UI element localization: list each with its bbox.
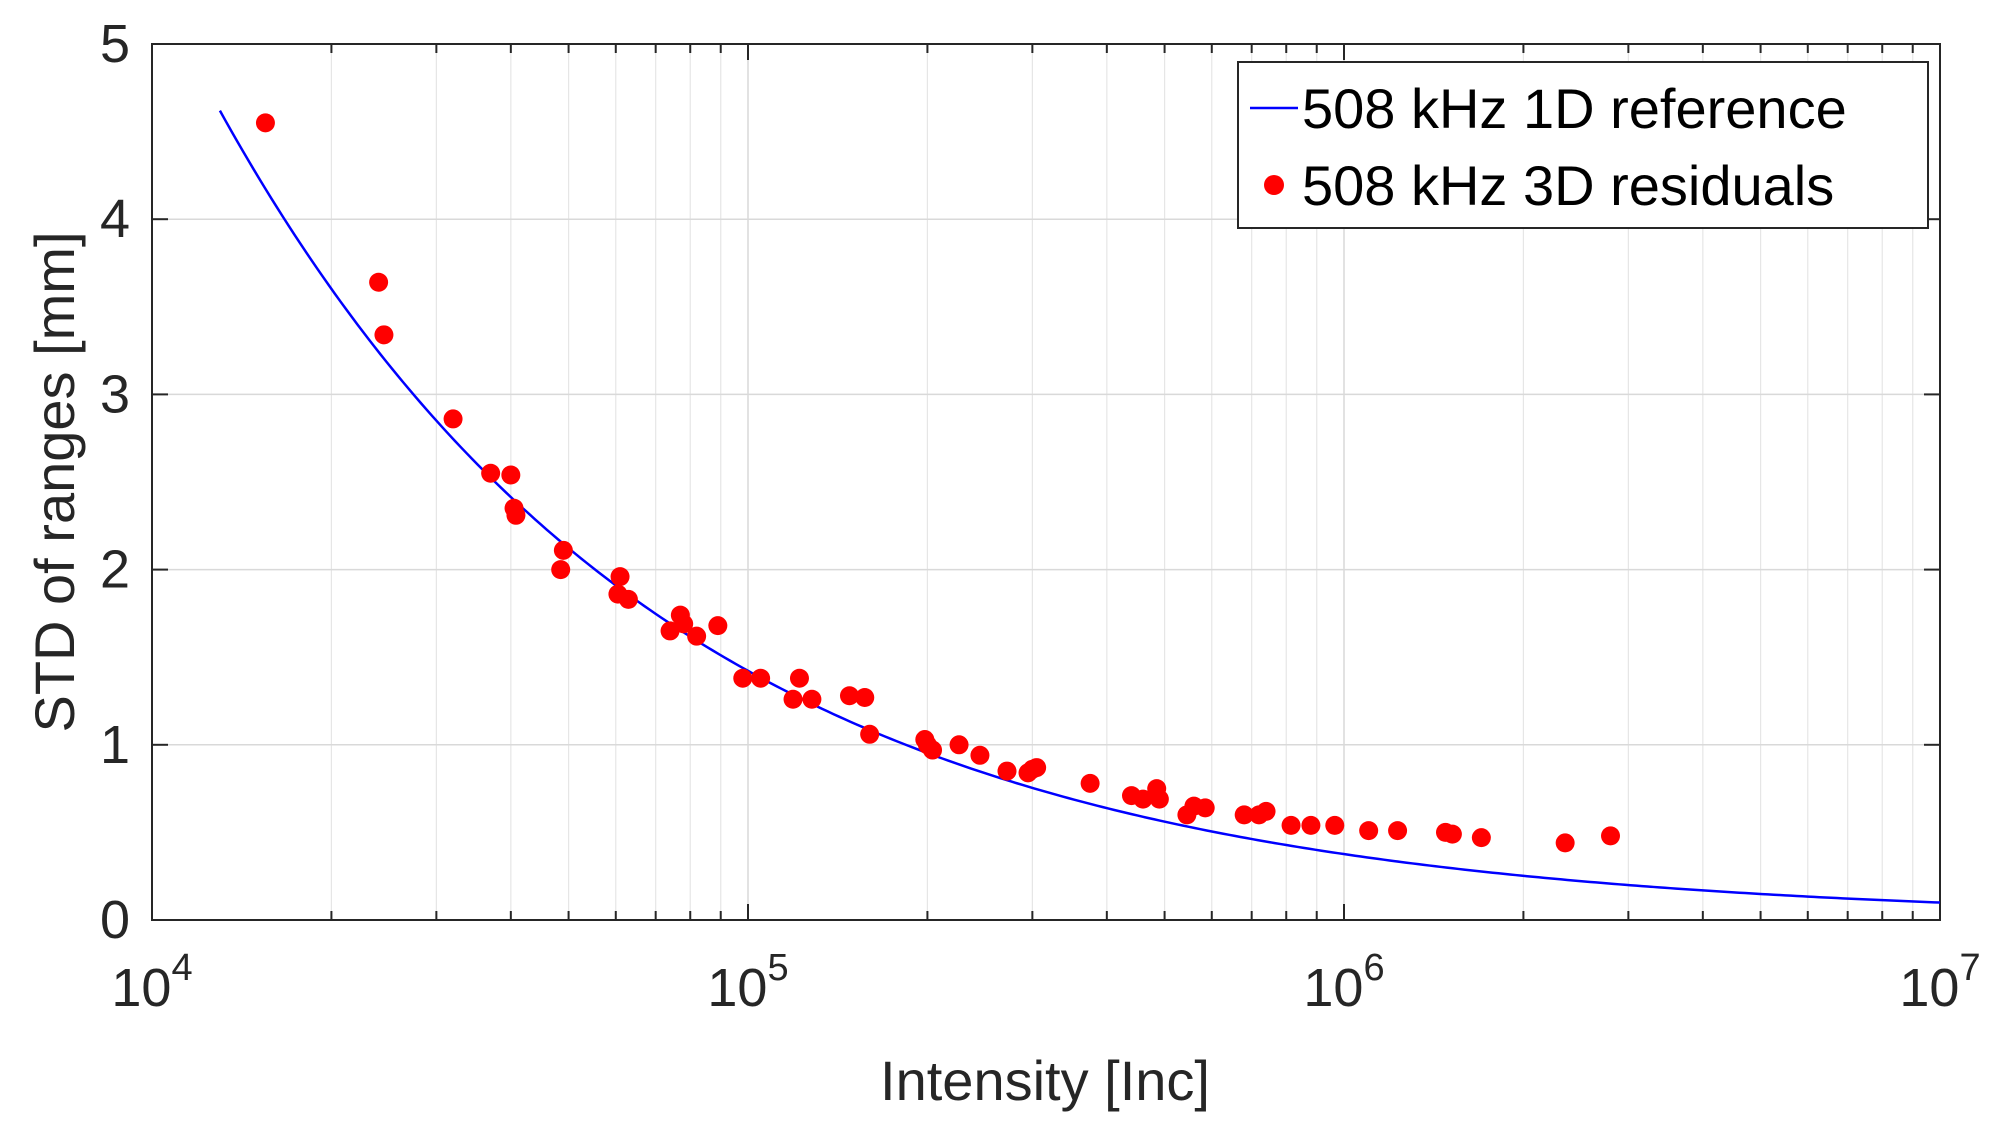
residual-point (949, 735, 969, 755)
residual-point (733, 668, 753, 688)
residual-point (1195, 798, 1215, 818)
reference-series (218, 110, 1941, 904)
x-tick-label: 104 (111, 947, 192, 1018)
residual-point (1301, 815, 1321, 835)
residual-point (1601, 826, 1621, 846)
y-tick-label: 4 (100, 189, 130, 249)
residual-point (855, 688, 875, 707)
residual-point (1555, 833, 1575, 853)
y-tick-label: 1 (100, 715, 130, 775)
residual-point (1325, 815, 1345, 835)
residual-point (1080, 773, 1100, 793)
residual-point (443, 409, 463, 429)
axis-ticks (151, 43, 1940, 921)
residual-point (1149, 789, 1169, 809)
x-axis-title: Intensity [Inc] (880, 1049, 1210, 1112)
residual-point (751, 668, 771, 688)
residual-point (1442, 824, 1462, 844)
x-tick-label: 105 (707, 947, 788, 1018)
x-tick-label: 106 (1303, 947, 1384, 1018)
legend: 508 kHz 1D reference 508 kHz 3D residual… (1237, 61, 1929, 229)
y-tick-label: 5 (100, 14, 130, 74)
residual-point (708, 616, 728, 636)
residual-point (501, 465, 521, 485)
residual-point (1234, 805, 1254, 825)
residual-point (1133, 789, 1153, 809)
plot-frame (151, 43, 1941, 921)
residual-point (1281, 815, 1301, 835)
residual-point (687, 626, 707, 646)
residual-point (553, 540, 573, 560)
y-tick-label: 2 (100, 540, 130, 600)
residual-point (789, 668, 809, 688)
residual-point (1256, 801, 1276, 821)
residual-point (481, 463, 501, 483)
residual-point (923, 740, 943, 760)
tick-labels: 0 1 2 3 4 5 104 105 106 107 (100, 14, 1981, 1018)
residuals-series (255, 113, 1621, 853)
residual-point (610, 567, 630, 587)
legend-box (1237, 61, 1929, 229)
y-axis-title: STD of ranges [mm] (23, 231, 86, 732)
residual-point (1027, 758, 1047, 778)
y-tick-label: 3 (100, 364, 130, 424)
residual-point (1471, 828, 1491, 848)
residual-point (369, 272, 389, 292)
residual-point (506, 505, 526, 525)
residual-point (839, 686, 859, 706)
residual-point (618, 589, 638, 609)
legend-dot-marker (1264, 175, 1284, 195)
residual-point (674, 614, 694, 634)
legend-label-residuals: 508 kHz 3D residuals (1302, 154, 1834, 217)
residual-point (997, 761, 1017, 781)
residual-point (783, 689, 803, 709)
x-tick-label: 107 (1899, 947, 1980, 1018)
reference-line (218, 110, 1941, 904)
y-tick-label: 0 (100, 890, 130, 950)
residual-point (255, 113, 275, 133)
residual-point (860, 724, 880, 744)
grid (152, 44, 1940, 920)
residual-point (1359, 821, 1379, 841)
legend-label-reference: 508 kHz 1D reference (1302, 77, 1847, 140)
residual-point (551, 560, 571, 580)
residual-point (1388, 821, 1408, 841)
residual-point (970, 745, 990, 765)
residual-point (374, 325, 394, 345)
residual-point (802, 689, 822, 709)
